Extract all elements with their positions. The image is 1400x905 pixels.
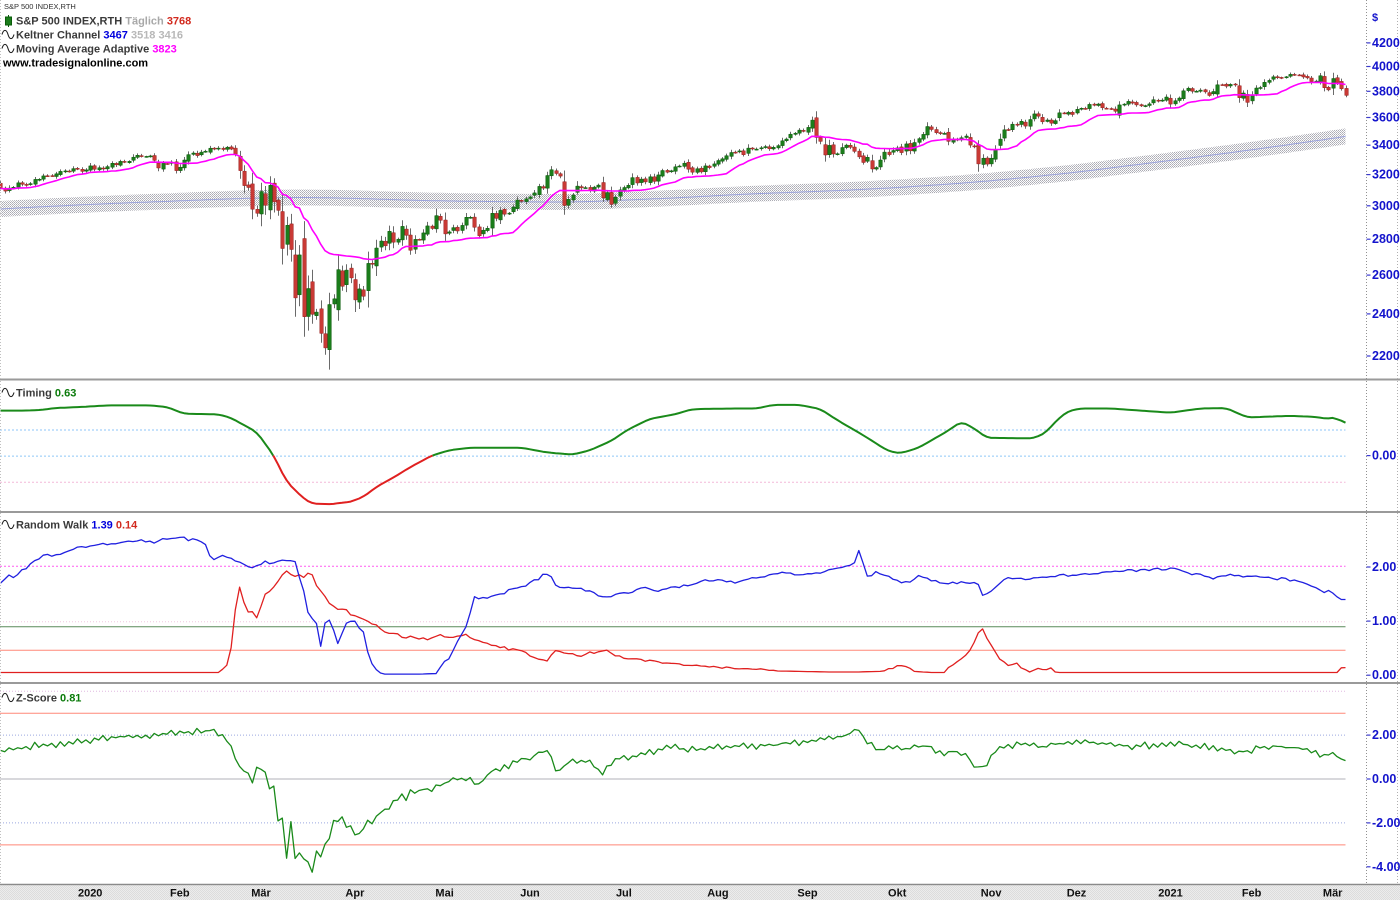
svg-text:2200: 2200 [1372,349,1400,363]
svg-text:Aug: Aug [707,888,728,900]
svg-text:Mär: Mär [251,888,271,900]
svg-text:3800: 3800 [1372,84,1400,98]
svg-text:3000: 3000 [1372,199,1400,213]
svg-text:0.00: 0.00 [1372,668,1396,682]
svg-text:Jun: Jun [520,888,540,900]
svg-text:-2.00: -2.00 [1372,816,1400,830]
svg-text:Sep: Sep [797,888,817,900]
svg-text:Feb: Feb [170,888,190,900]
svg-text:Jul: Jul [616,888,632,900]
svg-text:2600: 2600 [1372,268,1400,282]
svg-text:0.00: 0.00 [1372,772,1396,786]
svg-text:3200: 3200 [1372,168,1400,182]
svg-text:Apr: Apr [345,888,365,900]
svg-text:1.00: 1.00 [1372,614,1396,628]
svg-text:2020: 2020 [78,888,102,900]
svg-text:2021: 2021 [1158,888,1182,900]
svg-text:3600: 3600 [1372,111,1400,125]
svg-text:2.00: 2.00 [1372,560,1396,574]
svg-text:2800: 2800 [1372,232,1400,246]
svg-text:Nov: Nov [981,888,1003,900]
svg-text:Moving Average Adaptive 3823: Moving Average Adaptive 3823 [16,44,177,56]
svg-text:Z-Score 0.81: Z-Score 0.81 [16,693,81,705]
svg-text:Timing 0.63: Timing 0.63 [16,388,76,400]
svg-text:4000: 4000 [1372,60,1400,74]
svg-text:Feb: Feb [1242,888,1262,900]
svg-text:Mai: Mai [435,888,453,900]
svg-text:2.00: 2.00 [1372,728,1396,742]
svg-text:3400: 3400 [1372,138,1400,152]
svg-text:2400: 2400 [1372,307,1400,321]
svg-text:$: $ [1372,12,1378,24]
svg-text:S&P 500 INDEX,RTH Täglich 376: S&P 500 INDEX,RTH Täglich 3768 [16,16,191,28]
svg-text:Mär: Mär [1323,888,1343,900]
svg-text:Dez: Dez [1067,888,1087,900]
svg-text:-4.00: -4.00 [1372,860,1400,874]
svg-text:Keltner Channel 3467 3518 3: Keltner Channel 3467 3518 3416 [16,30,183,42]
svg-text:Okt: Okt [888,888,907,900]
svg-text:Random Walk 1.39 0.14: Random Walk 1.39 0.14 [16,520,138,532]
svg-text:S&P 500 INDEX,RTH: S&P 500 INDEX,RTH [4,2,76,11]
svg-text:www.tradesignalonline.com: www.tradesignalonline.com [2,58,148,70]
svg-text:0.00: 0.00 [1372,449,1396,463]
svg-text:4200: 4200 [1372,36,1400,50]
